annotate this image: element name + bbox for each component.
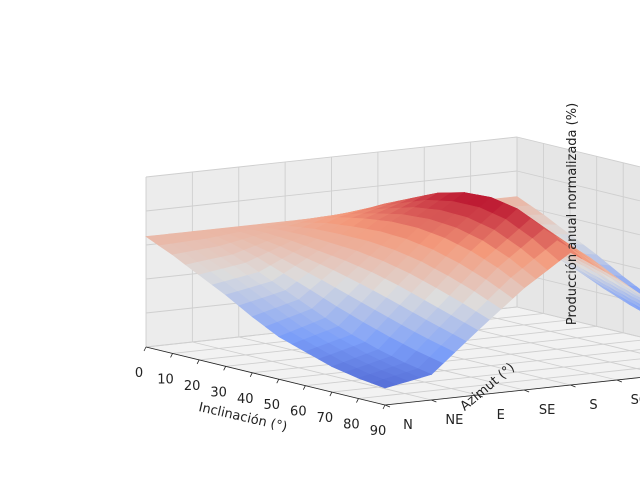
y-tick-label: E <box>497 408 505 423</box>
x-tick-mark <box>276 379 280 384</box>
x-tick-mark <box>143 346 147 352</box>
y-tick-mark <box>616 379 623 383</box>
y-tick-label: SE <box>539 403 555 418</box>
y-tick-mark <box>570 384 576 388</box>
x-tick-label: 60 <box>290 405 307 420</box>
x-tick-mark <box>223 366 227 371</box>
z-axis-title: Producción anual normalizada (%) <box>565 103 580 325</box>
y-tick-label: NE <box>445 413 463 428</box>
x-tick-mark <box>382 404 386 410</box>
x-tick-mark <box>329 391 333 397</box>
x-tick-label: 50 <box>264 398 281 413</box>
gridline-z-back <box>516 204 640 236</box>
y-tick-mark <box>384 404 391 408</box>
x-tick-label: 20 <box>184 379 201 394</box>
y-tick-label: N <box>403 418 413 433</box>
gridline-z-left <box>145 136 518 178</box>
x-tick-label: 0 <box>135 366 143 381</box>
surface-patch <box>634 297 640 303</box>
x-tick-mark <box>196 359 200 365</box>
y-tick-label: S <box>589 398 597 413</box>
surface-mesh <box>145 192 640 389</box>
surface-patch <box>633 299 640 307</box>
x-tick-mark <box>356 398 359 403</box>
x-tick-mark <box>249 372 253 377</box>
gridline-z-left <box>145 170 518 212</box>
x-tick-label: 30 <box>210 385 227 400</box>
x-tick-mark <box>302 385 306 390</box>
x-tick-label: 10 <box>157 372 174 387</box>
tick-labels: 0102030405060708090NNEESESSOONON02040608… <box>135 366 640 439</box>
y-tick-label: SO <box>631 393 640 408</box>
gridline-z-back <box>516 306 640 338</box>
x-tick-label: 70 <box>317 411 334 426</box>
y-tick-mark <box>431 399 437 403</box>
gridline-z-back <box>516 170 640 202</box>
x-tick-label: 40 <box>237 392 254 407</box>
gridline-y-floor <box>192 341 432 401</box>
y-tick-mark <box>477 394 483 398</box>
gridline-y-floor <box>470 311 640 354</box>
x-tick-mark <box>170 353 173 358</box>
x-axis-line <box>145 346 386 406</box>
axis-lines <box>143 346 640 410</box>
x-tick-label: 90 <box>370 424 387 439</box>
surface-patch <box>370 379 398 389</box>
x-tick-label: 80 <box>343 418 360 433</box>
y-tick-mark <box>523 389 530 393</box>
gridline-z-back <box>516 136 640 168</box>
surface-patch <box>631 302 640 310</box>
